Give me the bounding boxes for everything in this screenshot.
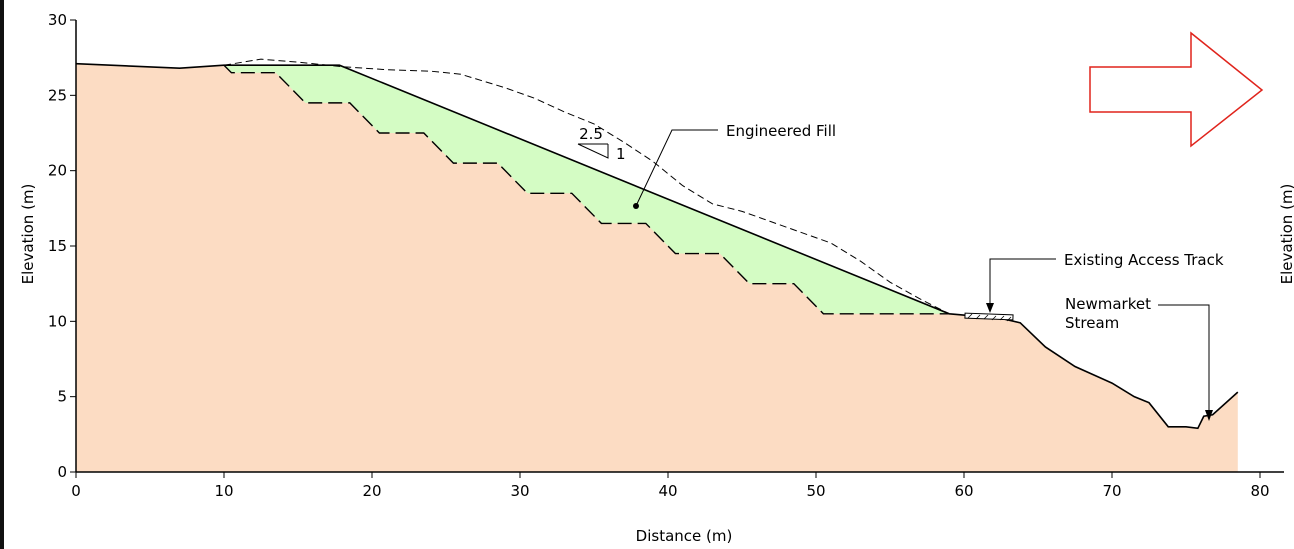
engineered-fill-dot — [633, 203, 639, 209]
engineered-fill-callout: Engineered Fill — [633, 122, 836, 209]
slope-ratio-triangle — [577, 143, 609, 159]
y-tick-label: 10 — [48, 312, 67, 330]
y-axis-title-right: Elevation (m) — [1278, 184, 1294, 285]
stream-arrowhead — [1205, 410, 1213, 421]
frame-left-edge — [0, 0, 4, 549]
x-tick-label: 80 — [1250, 482, 1269, 500]
engineered-fill-leader — [635, 129, 718, 207]
x-tick-label: 70 — [1102, 482, 1121, 500]
stream-leader — [1158, 304, 1210, 412]
x-tick-label: 10 — [214, 482, 233, 500]
line-layer — [75, 58, 1239, 430]
ground-surface-line — [75, 62, 1239, 430]
x-tick-label: 0 — [71, 482, 81, 500]
access-track-leader — [989, 258, 1056, 306]
slope-ratio-horizontal-label: 2.5 — [579, 125, 603, 143]
x-tick-label: 60 — [954, 482, 973, 500]
engineered-fill-area — [224, 65, 950, 314]
y-tick-label: 0 — [57, 463, 67, 481]
engineered-fill-label: Engineered Fill — [726, 122, 836, 140]
stream-label-line-1: Newmarket — [1065, 295, 1151, 313]
ground-area — [76, 63, 1238, 473]
stream-label-line-2: Stream — [1065, 314, 1119, 332]
x-axis-title: Distance (m) — [636, 527, 733, 545]
y-tick-label: 30 — [48, 11, 67, 29]
access-track-arrowhead — [986, 303, 994, 313]
slope-ratio-vertical-label: 1 — [616, 145, 626, 163]
access-track-label: Existing Access Track — [1064, 251, 1224, 269]
y-tick-label: 5 — [57, 388, 67, 406]
slope-ratio-indicator: 2.5 1 — [577, 125, 626, 163]
x-tick-label: 50 — [806, 482, 825, 500]
y-tick-label: 20 — [48, 162, 67, 180]
x-tick-label: 30 — [510, 482, 529, 500]
y-tick-label: 15 — [48, 237, 67, 255]
y-axis-title: Elevation (m) — [19, 184, 37, 285]
access-track-callout: Existing Access Track — [964, 251, 1224, 322]
x-tick-label: 20 — [362, 482, 381, 500]
area-layer — [76, 63, 1238, 473]
stream-callout: Newmarket Stream — [1065, 295, 1213, 421]
y-tick-label: 25 — [48, 86, 67, 104]
tick-layer: 0 10 20 30 40 50 60 70 80 0 5 10 15 20 25 30 — [48, 11, 1270, 500]
original-ground-line — [223, 58, 950, 315]
x-tick-label: 40 — [658, 482, 677, 500]
direction-arrow-icon — [1089, 31, 1264, 148]
